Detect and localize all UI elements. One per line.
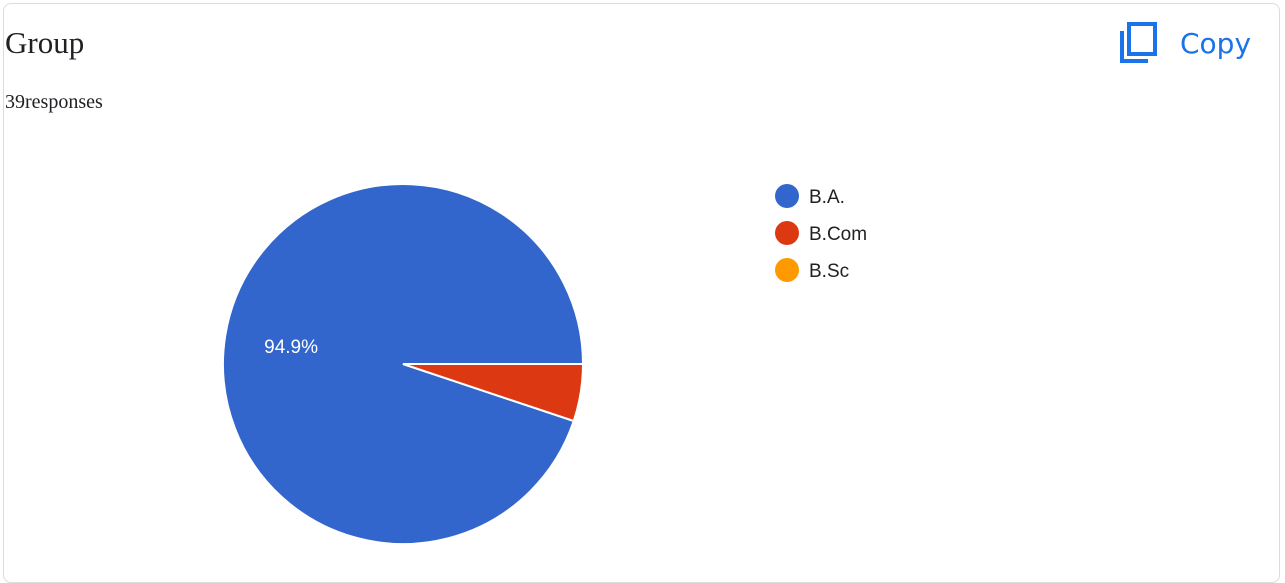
chart-legend: B.A. B.Com B.Sc <box>775 184 867 282</box>
copy-icon <box>1120 22 1157 63</box>
legend-label: B.A. <box>809 187 845 208</box>
pie-slices <box>222 183 585 545</box>
legend-swatch <box>775 221 799 245</box>
legend-item-b-sc[interactable]: B.Sc <box>775 258 849 282</box>
legend-swatch <box>775 258 799 282</box>
legend-swatch <box>775 184 799 208</box>
legend-label: B.Sc <box>809 261 849 282</box>
pie-slice-b-com[interactable] <box>402 363 585 423</box>
response-card <box>3 3 1280 583</box>
legend-label: B.Com <box>809 224 867 245</box>
pie-slice-labels: 94.9% <box>264 337 318 358</box>
legend-item-b-com[interactable]: B.Com <box>775 221 867 245</box>
copy-button[interactable]: Copy <box>1114 20 1255 66</box>
legend-item-b-a[interactable]: B.A. <box>775 184 845 208</box>
pie-chart: 94.9% B.A. B.Com B.Sc <box>222 183 867 545</box>
copy-label: Copy <box>1180 26 1252 60</box>
question-title: Group <box>5 25 85 60</box>
slice-percent-label: 94.9% <box>264 337 318 358</box>
response-count: 39responses <box>5 91 103 113</box>
